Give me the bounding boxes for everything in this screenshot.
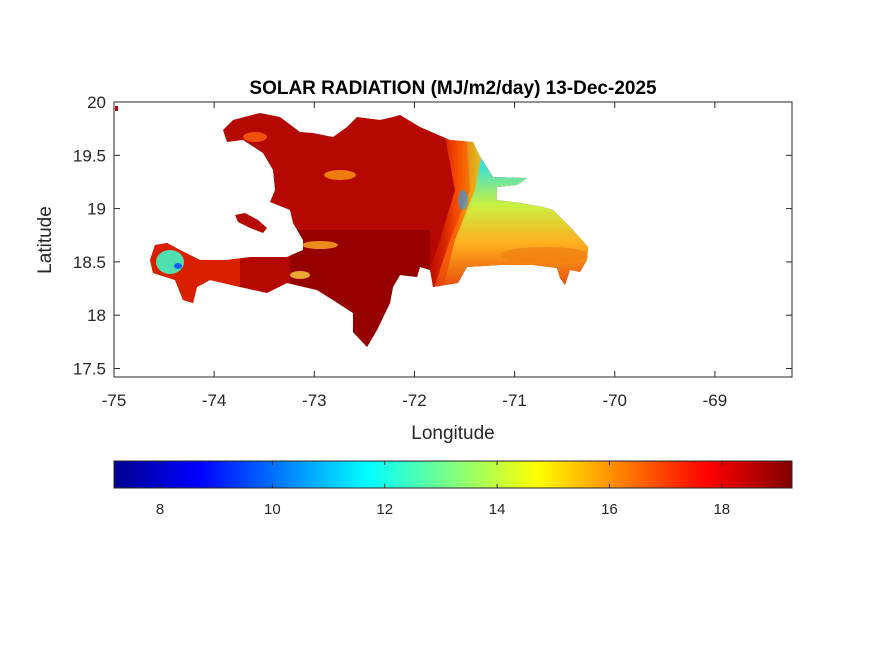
colorbar-tick-label: 10 [264, 501, 281, 518]
x-axis-label: Longitude [411, 423, 494, 444]
x-tick-label: -70 [602, 391, 627, 410]
y-tick-label: 20 [87, 93, 106, 112]
y-axis: 20 19.5 19 18.5 18 17.5 [73, 93, 792, 378]
axes-box [113, 101, 793, 378]
x-axis: -75 -74 -73 -72 -71 -70 -69 [102, 102, 727, 410]
colorbar-tick-label: 8 [156, 501, 164, 518]
chart-title: SOLAR RADIATION (MJ/m2/day) 13-Dec-2025 [249, 78, 657, 99]
colorbar-tick-label: 12 [376, 501, 393, 518]
gonave-island [235, 213, 267, 233]
x-tick-label: -69 [703, 391, 728, 410]
y-tick-label: 19.5 [73, 146, 106, 165]
colorbar-tick-label: 16 [601, 501, 618, 518]
y-axis-label: Latitude [35, 206, 56, 274]
x-tick-label: -72 [402, 391, 427, 410]
x-tick-label: -74 [202, 391, 227, 410]
radiation-field [150, 113, 588, 347]
map-speck [115, 106, 118, 111]
y-tick-label: 19 [87, 200, 106, 219]
x-tick-label: -71 [502, 391, 527, 410]
y-tick-label: 18.5 [73, 253, 106, 272]
colorbar [113, 460, 793, 489]
colorbar-ticks: 8 10 12 14 16 18 [156, 461, 730, 518]
y-tick-label: 17.5 [73, 359, 106, 378]
x-tick-label: -75 [102, 391, 127, 410]
colorbar-tick-label: 14 [489, 501, 506, 518]
x-tick-label: -73 [302, 391, 327, 410]
colorbar-tick-label: 18 [713, 501, 730, 518]
y-tick-label: 18 [87, 306, 106, 325]
